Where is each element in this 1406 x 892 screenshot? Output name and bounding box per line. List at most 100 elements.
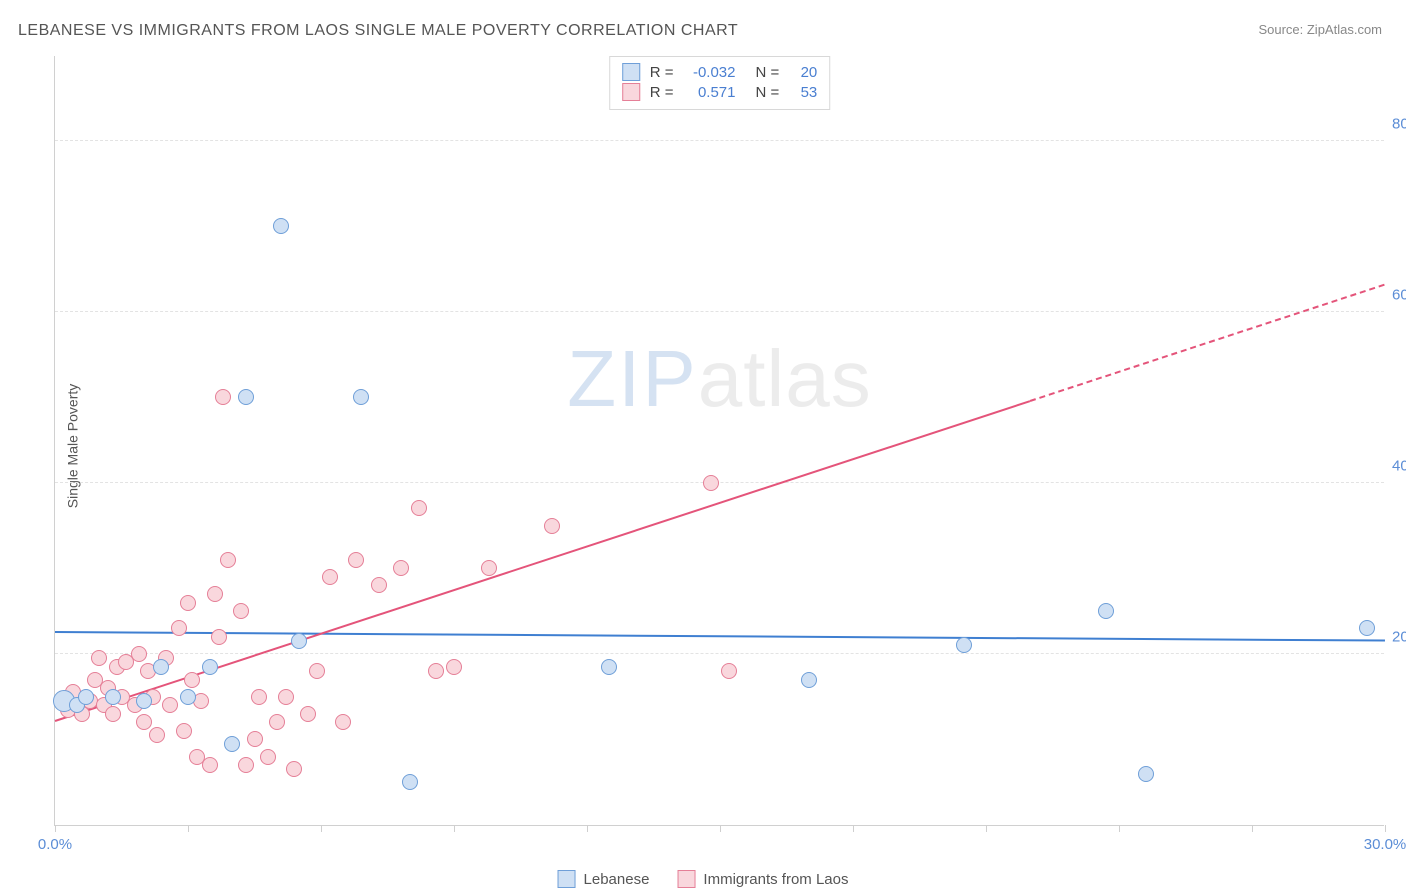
data-point bbox=[371, 577, 387, 593]
data-point bbox=[348, 552, 364, 568]
watermark: ZIPatlas bbox=[567, 333, 871, 425]
data-point bbox=[721, 663, 737, 679]
data-point bbox=[215, 389, 231, 405]
data-point bbox=[300, 706, 316, 722]
data-point bbox=[291, 633, 307, 649]
watermark-zip: ZIP bbox=[567, 334, 697, 423]
data-point bbox=[1138, 766, 1154, 782]
gridline bbox=[55, 311, 1384, 312]
legend-swatch bbox=[558, 870, 576, 888]
legend-swatch bbox=[677, 870, 695, 888]
data-point bbox=[393, 560, 409, 576]
data-point bbox=[211, 629, 227, 645]
stat-r-value: 0.571 bbox=[684, 84, 736, 101]
x-tick bbox=[587, 825, 588, 832]
legend-swatch bbox=[622, 83, 640, 101]
legend-label: Immigrants from Laos bbox=[703, 871, 848, 888]
data-point bbox=[162, 697, 178, 713]
data-point bbox=[220, 552, 236, 568]
data-point bbox=[1098, 603, 1114, 619]
data-point bbox=[353, 389, 369, 405]
stat-r-label: R = bbox=[650, 84, 674, 101]
stat-n-label: N = bbox=[756, 64, 780, 81]
stat-n-label: N = bbox=[756, 84, 780, 101]
data-point bbox=[286, 761, 302, 777]
x-tick bbox=[454, 825, 455, 832]
data-point bbox=[202, 757, 218, 773]
data-point bbox=[956, 637, 972, 653]
gridline bbox=[55, 482, 1384, 483]
x-tick bbox=[853, 825, 854, 832]
x-tick bbox=[188, 825, 189, 832]
plot-area: ZIPatlas R = -0.032 N = 20 R = 0.571 N = 53… bbox=[54, 56, 1384, 826]
watermark-atlas: atlas bbox=[698, 334, 872, 423]
legend: Lebanese Immigrants from Laos bbox=[558, 870, 849, 888]
data-point bbox=[801, 672, 817, 688]
legend-item: Immigrants from Laos bbox=[677, 870, 848, 888]
stat-n-value: 53 bbox=[789, 84, 817, 101]
stats-row: R = 0.571 N = 53 bbox=[622, 83, 818, 101]
data-point bbox=[238, 757, 254, 773]
data-point bbox=[544, 518, 560, 534]
x-tick bbox=[321, 825, 322, 832]
x-tick bbox=[1119, 825, 1120, 832]
data-point bbox=[224, 736, 240, 752]
y-tick-label: 60.0% bbox=[1392, 286, 1406, 303]
data-point bbox=[269, 714, 285, 730]
data-point bbox=[105, 706, 121, 722]
x-tick bbox=[986, 825, 987, 832]
data-point bbox=[105, 689, 121, 705]
data-point bbox=[601, 659, 617, 675]
data-point bbox=[251, 689, 267, 705]
data-point bbox=[411, 500, 427, 516]
data-point bbox=[335, 714, 351, 730]
data-point bbox=[402, 774, 418, 790]
data-point bbox=[131, 646, 147, 662]
stat-n-value: 20 bbox=[789, 64, 817, 81]
data-point bbox=[233, 603, 249, 619]
data-point bbox=[428, 663, 444, 679]
stats-row: R = -0.032 N = 20 bbox=[622, 63, 818, 81]
legend-label: Lebanese bbox=[584, 871, 650, 888]
y-tick-label: 20.0% bbox=[1392, 628, 1406, 645]
data-point bbox=[149, 727, 165, 743]
data-point bbox=[278, 689, 294, 705]
data-point bbox=[309, 663, 325, 679]
data-point bbox=[180, 595, 196, 611]
data-point bbox=[136, 693, 152, 709]
data-point bbox=[238, 389, 254, 405]
x-tick-label: 0.0% bbox=[38, 836, 72, 853]
x-tick bbox=[55, 825, 56, 832]
data-point bbox=[260, 749, 276, 765]
data-point bbox=[202, 659, 218, 675]
chart-title: LEBANESE VS IMMIGRANTS FROM LAOS SINGLE … bbox=[18, 22, 738, 40]
trend-line bbox=[55, 400, 1031, 722]
stat-r-label: R = bbox=[650, 64, 674, 81]
x-tick bbox=[1252, 825, 1253, 832]
data-point bbox=[180, 689, 196, 705]
data-point bbox=[322, 569, 338, 585]
y-tick-label: 40.0% bbox=[1392, 457, 1406, 474]
legend-item: Lebanese bbox=[558, 870, 650, 888]
data-point bbox=[273, 218, 289, 234]
source-label: Source: ZipAtlas.com bbox=[1258, 22, 1382, 37]
data-point bbox=[446, 659, 462, 675]
trend-line bbox=[1030, 284, 1385, 402]
data-point bbox=[703, 475, 719, 491]
data-point bbox=[78, 689, 94, 705]
y-tick-label: 80.0% bbox=[1392, 115, 1406, 132]
data-point bbox=[171, 620, 187, 636]
data-point bbox=[247, 731, 263, 747]
x-tick bbox=[720, 825, 721, 832]
x-tick-label: 30.0% bbox=[1364, 836, 1406, 853]
stat-r-value: -0.032 bbox=[684, 64, 736, 81]
gridline bbox=[55, 140, 1384, 141]
x-tick bbox=[1385, 825, 1386, 832]
data-point bbox=[481, 560, 497, 576]
legend-swatch bbox=[622, 63, 640, 81]
data-point bbox=[176, 723, 192, 739]
data-point bbox=[1359, 620, 1375, 636]
data-point bbox=[136, 714, 152, 730]
stats-box: R = -0.032 N = 20 R = 0.571 N = 53 bbox=[609, 56, 831, 110]
data-point bbox=[153, 659, 169, 675]
